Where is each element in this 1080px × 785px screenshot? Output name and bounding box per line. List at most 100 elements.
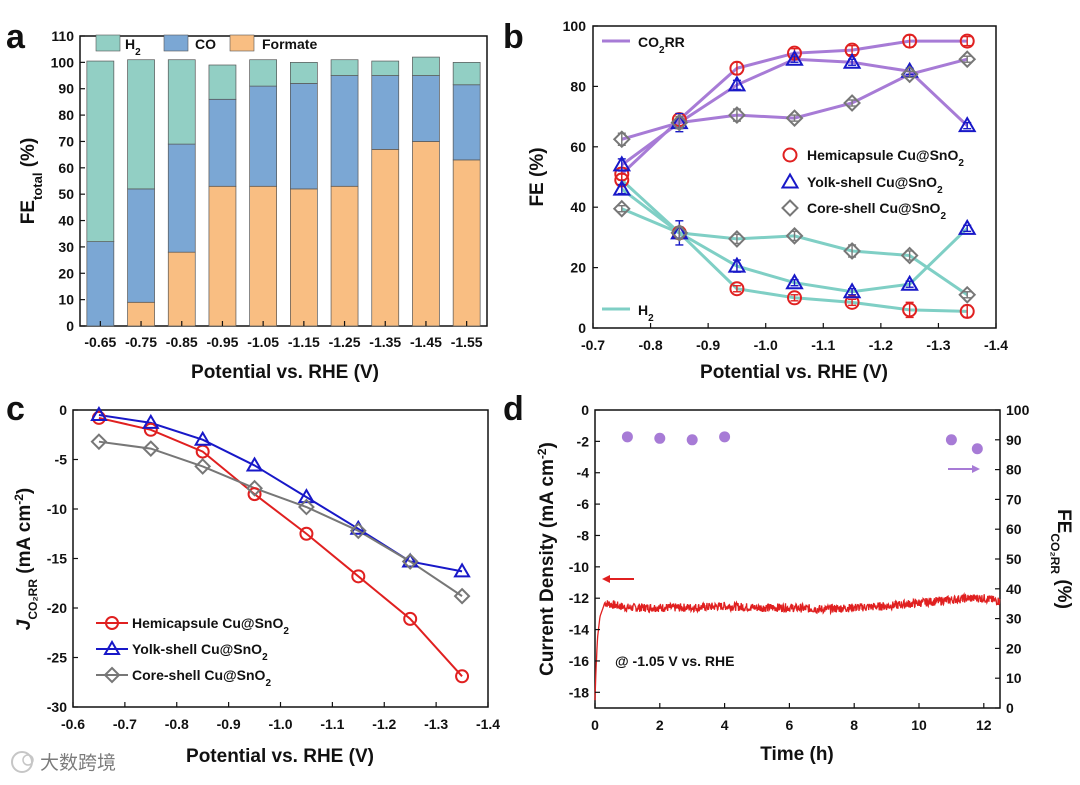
c-xtick-label: -0.9 <box>217 716 241 732</box>
b-point-h2-hemicapsule-cu-sno2 <box>729 281 745 297</box>
panel-d-right-y-axis-title: FECO₂RR (%) <box>1048 509 1074 609</box>
d-right-ytick-label: 70 <box>1006 491 1022 507</box>
c-xtick-label: -1.0 <box>268 716 292 732</box>
panel-b-plot-frame <box>592 25 997 329</box>
c-ytick-label: -15 <box>47 551 67 567</box>
panel-a-stacked-bar-chart: 0 10 20 30 40 50 60 70 80 90 100 110 -0.65 -0.75 -0.8… <box>18 28 488 383</box>
a-xtick-label: -1.15 <box>288 334 320 350</box>
b-point-h2-yolk-shell-cu-sno2 <box>727 256 747 273</box>
c-point-hemicapsule-cu-sno2 <box>299 526 314 541</box>
c-point-core-shell-cu-sno2 <box>453 587 471 605</box>
b-point-h2-core-shell-cu-sno2 <box>785 226 804 245</box>
bar-segment-co-2 <box>167 143 196 253</box>
b-point-h2-core-shell-cu-sno2 <box>843 242 861 260</box>
c-point-core-shell-cu-sno2 <box>401 553 419 570</box>
panel-c-y-axis-title: JCO₂RR (mA cm-2) <box>12 488 40 631</box>
b-point-co2rr-yolk-shell-cu-sno2 <box>842 52 862 69</box>
a-ytick-label: 0 <box>66 318 74 334</box>
b-legend-marker-hemicapsule-cu-sno2 <box>782 147 798 163</box>
panel-a-plot-frame <box>79 35 488 327</box>
bar-segment-h2-0 <box>86 60 115 242</box>
b-point-co2rr-hemicapsule-cu-sno2 <box>729 60 745 76</box>
panel-c-legend: Hemicapsule Cu@SnO2 Yolk-shell Cu@SnO2 Cor… <box>96 615 289 689</box>
b-point-h2-core-shell-cu-sno2 <box>958 285 977 304</box>
panel-b-h2-label: H2 <box>602 302 654 324</box>
d-right-ytick-label: 40 <box>1006 581 1022 597</box>
b-point-co2rr-yolk-shell-cu-sno2 <box>957 116 977 133</box>
d-right-ytick-label: 30 <box>1006 611 1022 627</box>
b-point-h2-yolk-shell-cu-sno2 <box>842 282 862 299</box>
h2-label-text: H2 <box>638 302 654 324</box>
b-point-co2rr-yolk-shell-cu-sno2 <box>785 49 804 66</box>
b-point-h2-core-shell-cu-sno2 <box>900 246 919 265</box>
a-ytick-label: 30 <box>58 239 74 255</box>
c-legend-label-core-shell-cu-sno2: Core-shell Cu@SnO2 <box>132 667 271 689</box>
d-left-ytick-label: -18 <box>569 684 589 700</box>
c-point-hemicapsule-cu-sno2 <box>195 444 210 459</box>
b-point-h2-hemicapsule-cu-sno2 <box>844 294 860 310</box>
bar-segment-formate-9 <box>452 159 481 327</box>
d-fe-point <box>654 432 666 444</box>
panel-a-x-axis-title: Potential vs. RHE (V) <box>191 362 379 383</box>
b-point-co2rr-core-shell-cu-sno2 <box>670 113 689 132</box>
panel-d-left-y-axis-title: Current Density (mA cm-2) <box>535 442 558 676</box>
b-point-h2-core-shell-cu-sno2 <box>670 223 689 242</box>
c-xtick-label: -0.7 <box>113 716 137 732</box>
d-left-ytick-label: -6 <box>577 496 590 512</box>
c-point-hemicapsule-cu-sno2 <box>455 669 470 684</box>
d-right-ytick-label: 90 <box>1006 432 1022 448</box>
fe-axis-arrow <box>948 465 980 473</box>
b-point-h2-hemicapsule-cu-sno2 <box>959 303 975 319</box>
panel-c-x-axis-title: Potential vs. RHE (V) <box>186 746 374 767</box>
c-xtick-label: -0.8 <box>165 716 189 732</box>
c-line-hemicapsule-cu-sno2 <box>98 416 463 677</box>
c-point-yolk-shell-cu-sno2 <box>90 405 108 421</box>
b-point-h2-core-shell-cu-sno2 <box>728 229 746 248</box>
d-xtick-label: 0 <box>591 717 599 733</box>
bar-segment-formate-6 <box>330 185 359 327</box>
panel-d-annotation: @ -1.05 V vs. RHE <box>615 653 734 669</box>
a-xtick-label: -1.05 <box>247 334 279 350</box>
c-point-hemicapsule-cu-sno2 <box>403 611 418 626</box>
c-ytick-label: 0 <box>59 402 67 418</box>
bar-segment-formate-7 <box>371 149 400 327</box>
a-xtick-label: -0.85 <box>166 334 198 350</box>
legend-label-h2: H2 <box>125 36 141 58</box>
c-ytick-label: -25 <box>47 650 67 666</box>
b-point-h2-yolk-shell-cu-sno2 <box>612 179 632 196</box>
d-right-ytick-label: 80 <box>1006 462 1022 478</box>
b-point-co2rr-hemicapsule-cu-sno2 <box>902 33 918 49</box>
b-point-co2rr-hemicapsule-cu-sno2 <box>959 33 975 49</box>
c-point-core-shell-cu-sno2 <box>349 522 367 540</box>
legend-label-co: CO <box>195 36 216 52</box>
d-fe-point <box>971 443 983 455</box>
legend-swatch-co <box>163 34 189 52</box>
a-ytick-label: 80 <box>58 107 74 123</box>
d-left-ytick-label: -16 <box>569 653 589 669</box>
bar-segment-h2-9 <box>452 62 481 86</box>
panel-b-x-axis-title: Potential vs. RHE (V) <box>700 362 888 383</box>
bar-segment-co-1 <box>127 188 155 303</box>
watermark-logo: 大数跨境 <box>11 751 116 774</box>
c-line-core-shell-cu-sno2 <box>98 440 463 597</box>
d-fe-point <box>621 431 633 443</box>
current-axis-arrow <box>602 575 634 583</box>
c-legend-marker-hemicapsule-cu-sno2 <box>105 616 119 630</box>
b-legend-marker-core-shell-cu-sno2 <box>781 199 799 217</box>
c-point-yolk-shell-cu-sno2 <box>297 488 316 504</box>
bar-segment-formate-8 <box>412 141 440 327</box>
a-ytick-label: 90 <box>58 81 74 97</box>
d-left-ytick-label: -14 <box>569 622 589 638</box>
b-point-h2-yolk-shell-cu-sno2 <box>785 273 804 290</box>
panel-letter-a: a <box>6 18 26 56</box>
legend-label-formate: Formate <box>262 36 317 52</box>
d-right-ytick-label: 100 <box>1006 402 1030 418</box>
d-xtick-label: 4 <box>721 717 729 733</box>
co2rr-label-text: CO2RR <box>638 34 685 56</box>
bar-segment-h2-5 <box>290 62 318 84</box>
panel-d-stability-chart: 0-2-4-6-8-10-12-14-16-18 010203040506070… <box>535 402 1074 765</box>
panel-letter-c: c <box>6 390 25 428</box>
c-point-yolk-shell-cu-sno2 <box>193 430 212 446</box>
d-right-ytick-label: 20 <box>1006 640 1022 656</box>
b-legend-marker-yolk-shell-cu-sno2 <box>780 172 800 189</box>
